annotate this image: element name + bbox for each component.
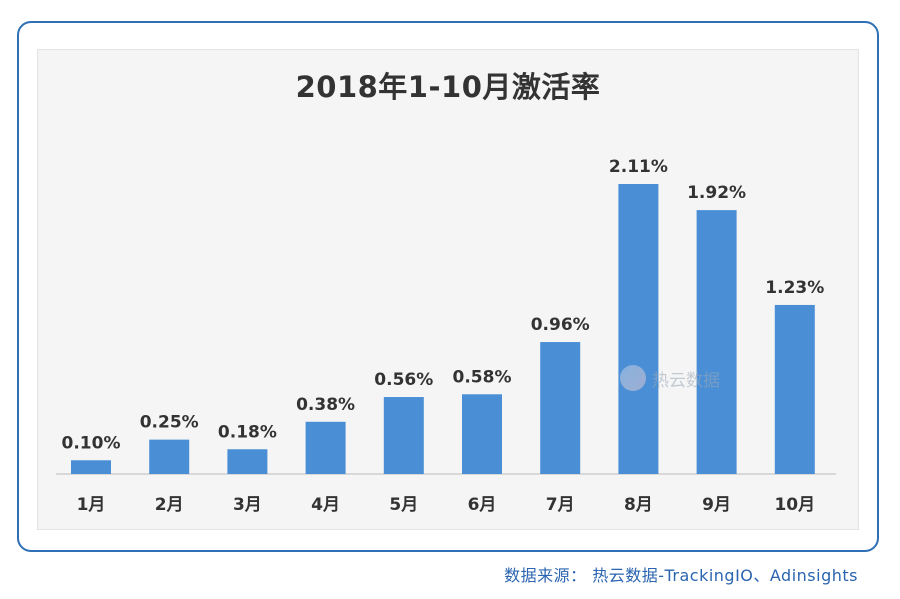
bar-10: [774, 304, 815, 474]
watermark-logo-icon: [620, 365, 646, 391]
x-tick-label-4: 4月: [311, 495, 340, 515]
data-label-4: 0.38%: [296, 395, 355, 415]
bar-8: [618, 184, 659, 474]
data-label-5: 0.56%: [374, 370, 433, 390]
data-label-1: 0.10%: [62, 433, 121, 453]
bar-6: [462, 394, 502, 474]
bar-1: [71, 460, 111, 474]
data-label-2: 0.25%: [140, 413, 199, 433]
data-label-7: 0.96%: [531, 315, 590, 335]
bar-3: [227, 449, 268, 474]
x-tick-label-1: 1月: [77, 495, 106, 515]
x-tick-label-6: 6月: [468, 495, 497, 515]
data-label-3: 0.18%: [218, 422, 277, 442]
x-tick-label-3: 3月: [233, 495, 262, 515]
data-source-note: 数据来源： 热云数据-TrackingIO、Adinsights: [504, 566, 858, 585]
data-label-8: 2.11%: [609, 157, 668, 177]
x-tick-label-7: 7月: [546, 495, 575, 515]
bar-7: [540, 342, 581, 474]
x-tick-label-2: 2月: [155, 495, 184, 515]
data-label-10: 1.23%: [765, 278, 824, 298]
chart-title: 2018年1-10月激活率: [295, 70, 601, 104]
x-tick-label-5: 5月: [389, 495, 418, 515]
data-label-6: 0.58%: [453, 367, 512, 387]
bar-9: [696, 210, 737, 474]
bar-2: [149, 439, 190, 474]
data-label-9: 1.92%: [687, 183, 746, 203]
bar-4: [305, 421, 346, 474]
x-tick-label-9: 9月: [702, 495, 731, 515]
watermark: 热云数据: [620, 365, 720, 391]
bar-5: [383, 397, 424, 474]
x-tick-label-10: 10月: [774, 495, 815, 515]
x-tick-label-8: 8月: [624, 495, 653, 515]
watermark-text: 热云数据: [652, 370, 720, 391]
